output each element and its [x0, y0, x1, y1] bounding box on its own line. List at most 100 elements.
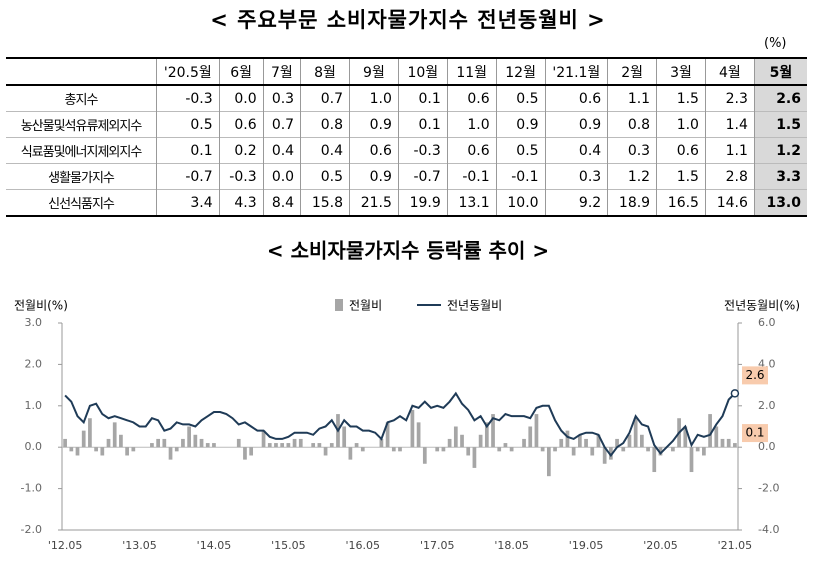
- bar: [199, 438, 204, 448]
- line-end-marker: [730, 389, 740, 398]
- bar: [422, 447, 427, 464]
- table-cell: 14.6: [704, 189, 755, 217]
- bar: [398, 447, 402, 452]
- bar: [119, 434, 123, 448]
- table-cell: 2월: [607, 57, 657, 86]
- table-cell: 1.2: [607, 163, 657, 190]
- bar: [652, 447, 657, 473]
- table-cell: 0.6: [544, 84, 608, 112]
- bar: [212, 443, 216, 448]
- bar: [106, 438, 111, 448]
- chart: < 소비자물가지수 등락률 추이 > 전월비(%) 전년동월비(%) 3.0 2.…: [14, 239, 800, 553]
- bar: [181, 438, 185, 448]
- table-unit: (%): [764, 36, 787, 51]
- x-tick-label: '21.05: [718, 539, 753, 552]
- table-row: 식료품및에너지제외지수 0.1 0.2 0.4 0.4 0.6 -0.3 0.6 0.5 0.4 0…: [6, 137, 807, 164]
- line: [64, 391, 736, 458]
- table-cell: 0.6: [446, 137, 497, 164]
- table-cell: 0.1: [397, 84, 448, 112]
- bar: [162, 438, 167, 448]
- table-cell: 1.2: [753, 137, 807, 164]
- bar: [292, 438, 297, 448]
- bar: [609, 447, 613, 460]
- bar: [298, 438, 303, 448]
- table-cell: 3.4: [156, 189, 220, 217]
- table-cell: 8월: [300, 57, 350, 86]
- x-tick-label: '15.05: [271, 539, 306, 552]
- table-cell: 생활물가지수: [6, 163, 157, 190]
- table-cell: 신선식품지수: [6, 189, 157, 217]
- bar: [205, 443, 210, 448]
- table-cell: 0.5: [156, 111, 220, 138]
- bar: [385, 422, 390, 448]
- bar: [565, 430, 570, 448]
- bar: [329, 443, 334, 448]
- bar: [577, 434, 582, 448]
- table-row: 신선식품지수 3.4 4.3 8.4 15.8 21.5 19.9 13.1 10.0 9.2 18…: [6, 189, 807, 217]
- table-cell: 0.9: [544, 111, 608, 138]
- bar: [683, 426, 688, 448]
- bar: [193, 434, 198, 448]
- table-cell: 0.9: [495, 111, 546, 138]
- annotation-box: [742, 424, 768, 443]
- bar: [708, 414, 712, 448]
- bar: [590, 447, 595, 456]
- table-cell: [6, 57, 157, 86]
- table-row: 총지수 -0.3 0.0 0.3 0.7 1.0 0.1 0.6 0.5 0.6 1.1 1.5 2.3…: [6, 84, 807, 112]
- y-tick-label: 0.0: [25, 440, 43, 453]
- bar: [391, 447, 396, 452]
- table-cell: 0.4: [262, 137, 301, 164]
- bar: [640, 434, 644, 448]
- bar: [156, 438, 160, 448]
- bar: [249, 447, 254, 456]
- table-cell: 0.1: [397, 111, 448, 138]
- bar: [646, 447, 650, 452]
- bar: [720, 438, 725, 448]
- table-cell: -0.1: [495, 163, 546, 190]
- bar: [491, 414, 495, 448]
- table-cell: 21.5: [348, 189, 399, 217]
- bar: [342, 426, 347, 448]
- bar: [410, 409, 415, 448]
- bar: [88, 418, 92, 448]
- table-cell: 0.4: [300, 137, 350, 164]
- bar: [174, 447, 179, 452]
- bar: [274, 443, 278, 448]
- x-tick-label: '18.05: [494, 539, 529, 552]
- annotation: 2.6: [745, 368, 764, 382]
- table-cell: 9.2: [544, 189, 608, 217]
- table-cell: '20.5월: [156, 57, 220, 86]
- legend-label: 전월비: [349, 299, 382, 313]
- table-cell: 2.3: [704, 84, 755, 112]
- table-cell: 0.0: [262, 163, 301, 190]
- table-cell: 0.6: [656, 137, 706, 164]
- table-cell: -0.1: [446, 163, 497, 190]
- bar: [63, 438, 67, 448]
- y-tick-label: 1.0: [25, 399, 43, 412]
- bar: [311, 443, 316, 448]
- table-cell: -0.3: [218, 163, 264, 190]
- bar: [615, 438, 619, 448]
- bar: [726, 438, 731, 448]
- bar: [112, 422, 117, 448]
- legend-label: 전년동월비: [447, 299, 502, 313]
- annotation-box: [742, 366, 768, 385]
- table-cell: 6월: [218, 57, 264, 86]
- bar: [658, 447, 663, 456]
- table-cell: 1.0: [446, 111, 497, 138]
- table-cell: 16.5: [656, 189, 706, 217]
- bar: [584, 438, 588, 448]
- bar: [472, 447, 477, 468]
- table-cell: 3.3: [753, 163, 807, 190]
- y2-tick-label: 0.0: [758, 440, 776, 453]
- x-tick-label: '17.05: [420, 539, 455, 552]
- bar: [187, 426, 191, 448]
- bar: [466, 447, 471, 456]
- table-cell: 0.3: [607, 137, 657, 164]
- bar: [131, 447, 136, 452]
- table-cell: 식료품및에너지제외지수: [6, 137, 157, 164]
- bar: [534, 414, 539, 448]
- bar: [596, 434, 601, 448]
- x-tick-label: '16.05: [346, 539, 381, 552]
- table-row: '20.5월 6월 7월 8월 9월 10월 11월 12월 '21.1월 2월 3월 4월 5월: [6, 57, 807, 86]
